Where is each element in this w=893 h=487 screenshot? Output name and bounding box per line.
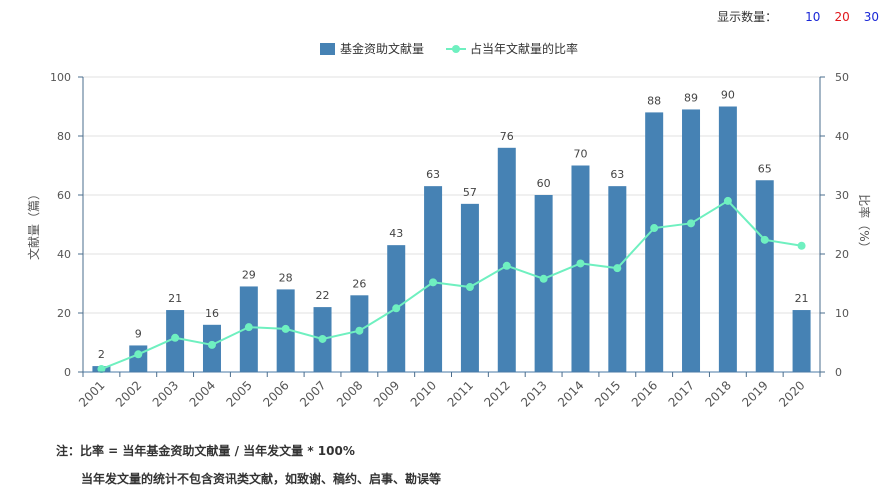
x-tick-label: 2012 [481, 378, 512, 409]
display-count-option-30[interactable]: 30 [863, 9, 879, 24]
bar-value-label: 90 [721, 89, 735, 102]
y-right-tick-label: 50 [835, 71, 849, 84]
x-tick-label: 2002 [113, 378, 144, 409]
y-axis-left-title: 文献量（篇） [26, 188, 41, 260]
x-tick-label: 2014 [555, 378, 586, 409]
legend-line-marker [452, 45, 460, 53]
display-count-label: 显示数量： [717, 10, 778, 24]
x-tick-label: 2020 [776, 378, 807, 409]
bar-2002[interactable] [129, 345, 148, 372]
chart-legend: 基金资助文献量 占当年文献量的比率 [320, 41, 578, 56]
y-right-tick-label: 0 [835, 366, 842, 379]
bar-2020[interactable] [792, 310, 811, 372]
x-tick-label: 2019 [739, 378, 770, 409]
y-right-tick-label: 40 [835, 130, 849, 143]
bar-value-label: 89 [684, 91, 698, 104]
ratio-point-2012[interactable] [502, 261, 511, 270]
x-tick-label: 2016 [629, 378, 660, 409]
bar-value-label: 76 [500, 130, 514, 143]
x-tick-label: 2018 [702, 378, 733, 409]
x-tick-label: 2006 [260, 378, 291, 409]
y-left-tick-label: 60 [57, 189, 71, 202]
bar-2018[interactable] [718, 106, 737, 373]
bar-value-label: 65 [758, 162, 772, 175]
ratio-point-2017[interactable] [687, 219, 696, 228]
bar-value-label: 57 [463, 186, 477, 199]
y-left-tick-label: 0 [64, 366, 71, 379]
bar-value-label: 22 [316, 289, 330, 302]
ratio-point-2016[interactable] [650, 224, 659, 233]
y-left-tick-label: 20 [57, 307, 71, 320]
bar-2015[interactable] [608, 186, 627, 372]
x-tick-label: 2013 [518, 378, 549, 409]
x-tick-label: 2015 [592, 378, 623, 409]
x-tick-label: 2009 [371, 378, 402, 409]
bar-value-label: 29 [242, 268, 256, 281]
x-tick-label: 2011 [445, 378, 476, 409]
bar-value-label: 63 [426, 168, 440, 181]
ratio-point-2004[interactable] [207, 340, 216, 349]
ratio-point-2005[interactable] [244, 323, 253, 332]
y-axis-right-title: 比率（%） [857, 194, 872, 253]
ratio-line [101, 199, 802, 370]
bar-value-label: 70 [573, 148, 587, 161]
ratio-point-2011[interactable] [465, 283, 474, 292]
ratio-point-2003[interactable] [171, 333, 180, 342]
note-exclusion: 当年发文量的统计不包含资讯类文献，如致谢、稿约、启事、勘误等 [81, 472, 442, 486]
ratio-point-2015[interactable] [613, 264, 622, 273]
bar-value-label: 9 [135, 327, 142, 340]
bar-value-label: 2 [98, 348, 105, 361]
ratio-point-2002[interactable] [134, 350, 143, 359]
ratio-point-2019[interactable] [760, 235, 769, 244]
ratio-point-2008[interactable] [355, 326, 364, 335]
bar-2013[interactable] [534, 195, 553, 372]
y-left-tick-label: 40 [57, 248, 71, 261]
bar-2019[interactable] [755, 180, 774, 372]
ratio-point-2010[interactable] [429, 278, 438, 287]
bar-value-label: 28 [279, 271, 293, 284]
note-ratio-definition: 注：比率 = 当年基金资助文献量 / 当年发文量 * 100% [56, 444, 355, 458]
y-right-tick-label: 20 [835, 248, 849, 261]
bar-value-label: 26 [352, 277, 366, 290]
bar-value-label: 21 [168, 292, 182, 305]
x-tick-label: 2005 [223, 378, 254, 409]
x-tick-label: 2010 [408, 378, 439, 409]
y-right-tick-label: 10 [835, 307, 849, 320]
bar-2014[interactable] [571, 165, 590, 373]
display-count-option-10[interactable]: 10 [805, 9, 821, 24]
legend-bar-swatch[interactable] [320, 43, 335, 55]
bar-2017[interactable] [682, 109, 701, 372]
ratio-point-2007[interactable] [318, 334, 327, 343]
bar-value-label: 88 [647, 94, 661, 107]
display-count-option-20[interactable]: 20 [834, 9, 850, 24]
ratio-point-2001[interactable] [97, 365, 106, 374]
ratio-point-2014[interactable] [576, 259, 585, 268]
y-left-tick-label: 80 [57, 130, 71, 143]
bar-2016[interactable] [645, 112, 664, 373]
x-tick-label: 2003 [150, 378, 181, 409]
legend-bar-label[interactable]: 基金资助文献量 [340, 41, 424, 56]
ratio-point-2009[interactable] [392, 304, 401, 313]
ratio-point-2006[interactable] [281, 324, 290, 333]
bar-value-label: 16 [205, 307, 219, 320]
ratio-point-2013[interactable] [539, 274, 548, 283]
ratio-point-2020[interactable] [797, 241, 806, 250]
x-tick-label: 2001 [76, 378, 107, 409]
bar-value-label: 21 [795, 292, 809, 305]
bar-value-label: 43 [389, 227, 403, 240]
bar-value-label: 60 [537, 177, 551, 190]
bar-2012[interactable] [497, 147, 516, 372]
x-tick-label: 2004 [187, 378, 218, 409]
x-tick-label: 2017 [666, 378, 697, 409]
ratio-point-2018[interactable] [723, 196, 732, 205]
x-tick-label: 2007 [297, 378, 328, 409]
y-right-tick-label: 30 [835, 189, 849, 202]
y-left-tick-label: 100 [50, 71, 71, 84]
bar-value-label: 63 [610, 168, 624, 181]
x-tick-label: 2008 [334, 378, 365, 409]
display-count-control: 显示数量： 10 20 30 [717, 8, 879, 25]
legend-line-label[interactable]: 占当年文献量的比率 [470, 41, 578, 56]
